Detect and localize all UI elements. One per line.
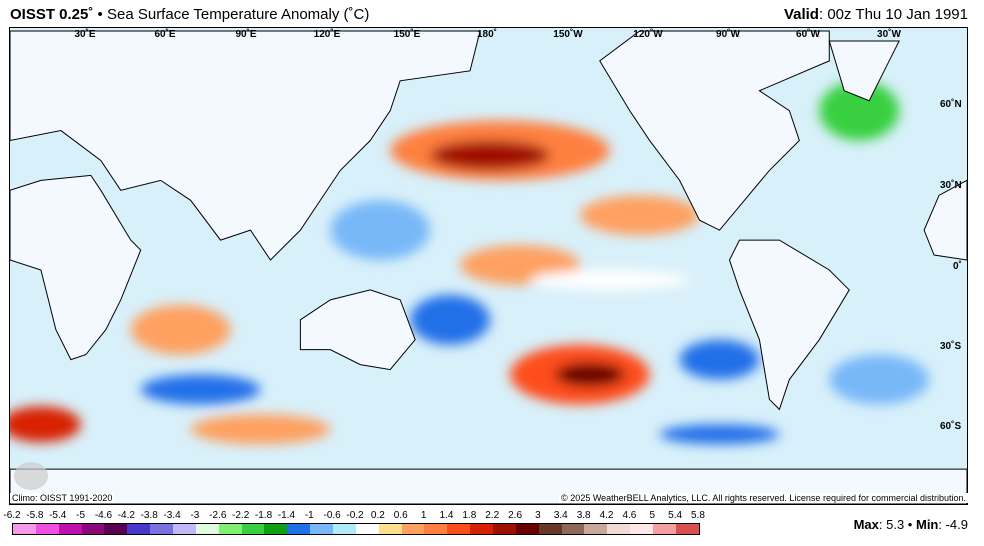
colorbar-label: 1 (420, 510, 427, 521)
colorbar-label: -3.4 (163, 510, 181, 521)
map-title: OISST 0.25˚ • Sea Surface Temperature An… (10, 6, 369, 23)
colorbar-label: 1.4 (439, 510, 454, 521)
colorbar-label: -4.6 (94, 510, 113, 521)
colorbar-label: 3.4 (553, 510, 568, 521)
max-label: Max (853, 517, 879, 532)
separator: • (907, 517, 913, 532)
subtitle: Sea Surface Temperature Anomaly (˚C) (106, 6, 370, 23)
lon-label: 120˚W (633, 29, 663, 40)
colorbar-label: -5 (76, 510, 86, 521)
lat-label: 30˚N (940, 180, 962, 191)
valid-value: : 00z Thu 10 Jan 1991 (818, 6, 968, 23)
colorbar-label: 3.8 (576, 510, 591, 521)
weatherbell-logo (14, 462, 48, 490)
colorbar-swatch (264, 524, 288, 534)
lon-label: 90˚W (716, 29, 740, 40)
colorbar-label: -1.8 (254, 510, 273, 521)
colorbar-label: -2.2 (232, 510, 250, 521)
colorbar (12, 523, 700, 535)
colorbar-label: -3.8 (140, 510, 158, 521)
lat-label: 30˚S (940, 341, 962, 352)
colorbar-label: -5.4 (49, 510, 67, 521)
colorbar-swatch (13, 524, 36, 534)
lat-label: 0˚ (953, 261, 962, 272)
max-min-stats: Max: 5.3 • Min: -4.9 (854, 517, 968, 532)
colorbar-swatch (310, 524, 334, 534)
lon-label: 120˚E (313, 29, 341, 40)
colorbar-swatch (195, 524, 219, 534)
colorbar-label: 4.2 (599, 510, 614, 521)
colorbar-swatch (653, 524, 676, 534)
colorbar-label: 4.6 (622, 510, 637, 521)
colorbar-swatch (218, 524, 242, 534)
colorbar-swatch (584, 524, 608, 534)
colorbar-label: -1.4 (277, 510, 296, 521)
colorbar-label: 0.6 (393, 510, 408, 521)
colorbar-swatch (241, 524, 265, 534)
product-name: OISST 0.25˚ (10, 6, 94, 23)
colorbar-label: 1.8 (462, 510, 477, 521)
valid-label: Valid (783, 6, 819, 23)
continents (10, 30, 967, 504)
colorbar-swatch (675, 524, 699, 534)
lon-label: 150˚W (553, 29, 583, 40)
colorbar-label: 3 (535, 510, 541, 521)
colorbar-swatch (493, 524, 516, 534)
lat-label: 60˚N (940, 99, 962, 110)
sst-anomaly-map (9, 27, 968, 505)
colorbar-swatch (58, 524, 82, 534)
colorbar-swatch (538, 524, 562, 534)
colorbar-label: -5.8 (26, 510, 44, 521)
colorbar-label: -2.6 (209, 510, 227, 521)
colorbar-label: -1 (304, 510, 314, 521)
colorbar-swatch (127, 524, 151, 534)
separator: • (97, 6, 103, 23)
lon-label: 30˚E (74, 29, 96, 40)
colorbar-swatch (104, 524, 128, 534)
max-value: : 5.3 (878, 517, 905, 532)
colorbar-label: -0.2 (346, 510, 364, 521)
colorbar-label: -4.2 (117, 510, 135, 521)
colorbar-swatch (150, 524, 174, 534)
min-value: : -4.9 (938, 517, 968, 532)
colorbar-label: 5.8 (691, 510, 705, 521)
min-label: Min (915, 517, 939, 532)
lat-label: 60˚S (940, 421, 962, 432)
colorbar-swatch (515, 524, 539, 534)
colorbar-swatch (333, 524, 356, 534)
colorbar-swatch (287, 524, 311, 534)
colorbar-swatch (355, 524, 379, 534)
colorbar-label: 5 (649, 510, 656, 521)
colorbar-swatch (561, 524, 585, 534)
colorbar-swatch (35, 524, 59, 534)
anomaly-field (10, 80, 930, 445)
colorbar-swatch (447, 524, 471, 534)
colorbar-label: 0.2 (370, 510, 385, 521)
colorbar-label: -3 (190, 510, 200, 521)
copyright: © 2025 WeatherBELL Analytics, LLC. All r… (559, 493, 968, 503)
colorbar-swatch (630, 524, 654, 534)
colorbar-swatch (470, 524, 494, 534)
lon-label: 60˚W (796, 29, 820, 40)
lon-label: 90˚E (235, 29, 257, 40)
lon-label: 150˚E (393, 29, 421, 40)
colorbar-label: 2.6 (508, 510, 523, 521)
climo-note: Climo: OISST 1991-2020 (10, 493, 115, 503)
colorbar-swatch (173, 524, 196, 534)
colorbar-swatch (81, 524, 105, 534)
colorbar-label: -6.2 (3, 510, 21, 521)
colorbar-label: -0.6 (323, 510, 341, 521)
lon-label: 30˚W (877, 29, 901, 40)
valid-time: Valid: 00z Thu 10 Jan 1991 (784, 6, 968, 23)
colorbar-swatch (401, 524, 425, 534)
colorbar-swatch (378, 524, 402, 534)
lon-label: 60˚E (154, 29, 176, 40)
colorbar-label: 5.4 (668, 510, 683, 521)
colorbar-swatch (424, 524, 448, 534)
colorbar-swatch (607, 524, 631, 534)
lon-label: 180˚ (476, 29, 498, 40)
colorbar-labels: -6.2 -5.8 -5.4 -5 -4.6 -4.2 -3.8 -3.4 -3 -2.6 -2.2… (3, 510, 705, 522)
colorbar-label: 2.2 (485, 510, 500, 521)
